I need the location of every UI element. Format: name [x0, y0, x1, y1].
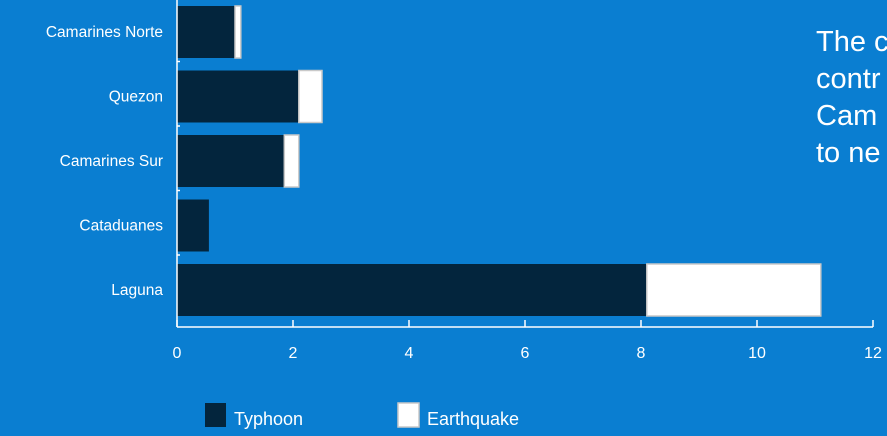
legend-swatch-typhoon [205, 403, 226, 427]
x-tick-label-4: 4 [405, 345, 414, 362]
legend-label-typhoon: Typhoon [234, 409, 303, 429]
bar-earthquake-laguna [646, 263, 822, 317]
bar-typhoon-camarines-norte [177, 6, 235, 58]
side-text-line-1: The c [816, 26, 887, 58]
category-label-cataduanes: Cataduanes [79, 218, 163, 235]
category-label-camarines-norte: Camarines Norte [46, 24, 163, 41]
side-text-line-3: Cam [816, 100, 878, 132]
category-label-quezon: Quezon [109, 89, 163, 106]
x-tick-label-12: 12 [864, 345, 882, 362]
x-tick-label-6: 6 [521, 345, 530, 362]
x-tick-label-10: 10 [748, 345, 766, 362]
bar-earthquake-camarines-norte [234, 5, 242, 59]
bar-earthquake-quezon [298, 69, 323, 124]
bar-earthquake-camarines-sur [283, 134, 300, 188]
legend-label-earthquake: Earthquake [427, 409, 519, 429]
bar-typhoon-camarines-sur [177, 135, 285, 187]
x-tick-label-8: 8 [637, 345, 646, 362]
category-label-laguna: Laguna [111, 282, 163, 299]
x-tick-label-2: 2 [289, 345, 298, 362]
bar-typhoon-laguna [177, 264, 647, 316]
side-text-line-4: to ne [816, 137, 881, 169]
bar-typhoon-quezon [177, 70, 299, 123]
legend-swatch-earthquake [397, 402, 420, 428]
side-description-text: The c contr Cam to ne [816, 24, 887, 172]
side-text-line-2: contr [816, 63, 881, 95]
category-label-camarines-sur: Camarines Sur [60, 153, 163, 170]
bar-typhoon-cataduanes [177, 199, 209, 252]
x-tick-label-0: 0 [173, 345, 182, 362]
